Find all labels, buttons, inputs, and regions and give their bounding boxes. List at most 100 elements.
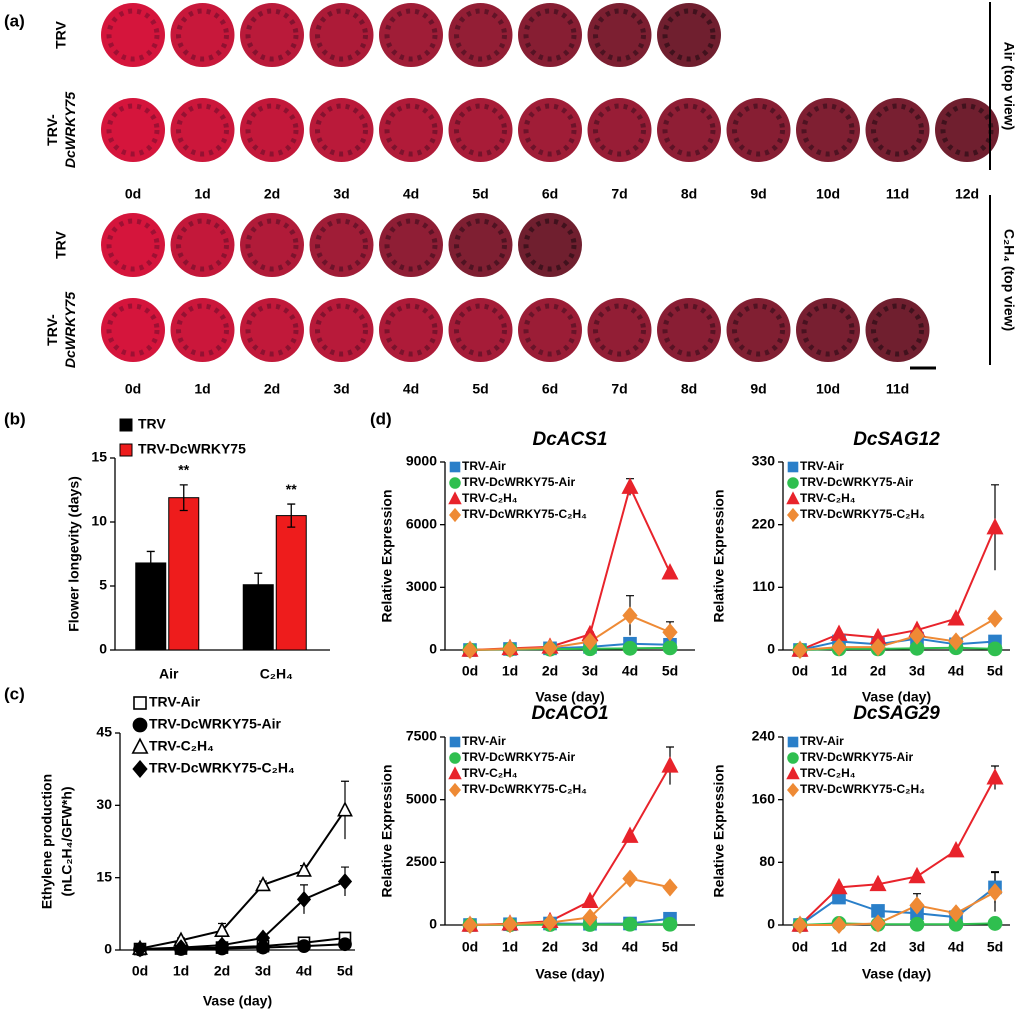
x-tick-label: 2d — [542, 663, 558, 679]
legend-label: TRV-DcWRKY75-C₂H₄ — [800, 782, 925, 796]
marker — [870, 914, 886, 933]
y-axis-label: (nLC₂H₄/GFW*h) — [59, 786, 75, 896]
x-tick-label: 0d — [462, 939, 478, 955]
marker — [582, 632, 598, 651]
legend-label: TRV-Air — [149, 694, 201, 710]
legend-label: TRV-DcWRKY75 — [138, 441, 246, 457]
x-tick-label: 1d — [502, 663, 518, 679]
condition-label: C₂H₄ (top view) — [1001, 229, 1017, 331]
x-tick-label: 4d — [948, 663, 964, 679]
bar — [168, 497, 200, 651]
x-tick-label: 5d — [987, 939, 1003, 955]
panel-label: (a) — [4, 11, 25, 30]
marker — [297, 939, 311, 953]
flower-photos — [101, 213, 582, 277]
marker — [661, 756, 679, 773]
flower-petals — [732, 303, 785, 357]
y-tick-label: 0 — [767, 641, 775, 657]
y-tick-label: 80 — [759, 853, 775, 869]
day-label: 6d — [542, 381, 558, 397]
y-tick-label: 30 — [96, 796, 112, 812]
day-label: 10d — [816, 381, 840, 397]
flower-petals — [106, 103, 160, 157]
day-label: 9d — [750, 381, 766, 397]
legend-label: TRV-C₂H₄ — [800, 491, 856, 505]
y-tick-label: 10 — [91, 513, 107, 529]
x-tick-label: 0d — [792, 663, 808, 679]
x-tick-label: 3d — [909, 939, 925, 955]
y-axis-label: Relative Expression — [711, 764, 727, 897]
y-tick-label: 0 — [104, 941, 112, 957]
y-axis-label: Relative Expression — [379, 764, 395, 897]
marker — [947, 841, 965, 858]
flower-petals — [732, 103, 785, 157]
marker — [502, 639, 518, 658]
row-label: TRV — [53, 230, 69, 258]
x-tick-label: 5d — [662, 939, 678, 955]
marker — [869, 874, 887, 892]
day-label: 7d — [611, 186, 627, 202]
x-tick-label: 0d — [792, 939, 808, 955]
flower-petals — [454, 303, 507, 357]
bar — [135, 562, 167, 651]
flower-petals — [523, 8, 577, 62]
marker — [173, 939, 189, 956]
x-tick-label: 2d — [870, 939, 886, 955]
legend-label: TRV-DcWRKY75-Air — [149, 716, 282, 732]
marker — [662, 640, 678, 656]
marker — [662, 916, 678, 932]
y-tick-label: 5 — [99, 577, 107, 593]
day-label: 0d — [125, 381, 141, 397]
marker — [987, 609, 1003, 628]
day-label: 1d — [194, 381, 210, 397]
panel-label: (b) — [4, 409, 26, 428]
marker — [661, 563, 679, 580]
marker — [908, 866, 926, 884]
row-label: TRV- DcWRKY75 — [44, 92, 78, 168]
legend-label: TRV-DcWRKY75-C₂H₄ — [462, 507, 587, 521]
flower-petals — [315, 303, 368, 357]
row-label-part: DcWRKY75 — [62, 292, 78, 368]
flower-petals — [662, 8, 716, 62]
error-bar — [146, 550, 155, 576]
legend-label: TRV-Air — [462, 734, 506, 748]
significance: ** — [286, 481, 297, 497]
x-tick-label: 3d — [582, 939, 598, 955]
series-line — [139, 809, 346, 950]
marker — [582, 908, 598, 927]
legend-label: TRV-DcWRKY75-Air — [462, 750, 575, 764]
error-bar — [254, 572, 263, 597]
flower-petals — [176, 8, 229, 62]
flower-petals — [593, 8, 646, 62]
x-tick-label: 5d — [337, 963, 353, 979]
day-label: 12d — [955, 186, 979, 202]
day-label: 4d — [403, 381, 419, 397]
flower-petals — [454, 103, 507, 157]
marker — [462, 640, 478, 660]
day-label: 8d — [681, 381, 697, 397]
marker — [948, 632, 964, 651]
marker — [581, 891, 599, 908]
flower-petals — [245, 8, 299, 62]
x-axis-label: Vase (day) — [535, 966, 604, 982]
marker — [462, 915, 478, 935]
legend-label: TRV-C₂H₄ — [800, 766, 856, 780]
x-axis-label: Vase (day) — [862, 966, 931, 982]
marker — [786, 766, 800, 780]
panel-label: (d) — [370, 409, 392, 428]
flower-photos — [101, 3, 721, 67]
day-label: 9d — [750, 186, 766, 202]
day-label: 4d — [403, 186, 419, 202]
flower-photos — [101, 98, 999, 162]
y-tick-label: 6000 — [406, 515, 437, 531]
flower-petals — [384, 218, 438, 272]
day-label: 11d — [886, 186, 909, 202]
marker — [986, 768, 1004, 785]
marker — [255, 929, 271, 947]
marker — [448, 766, 462, 780]
series-line — [139, 880, 346, 951]
legend-label: TRV-C₂H₄ — [462, 491, 518, 505]
marker — [986, 517, 1004, 535]
x-tick-label: 4d — [622, 663, 638, 679]
